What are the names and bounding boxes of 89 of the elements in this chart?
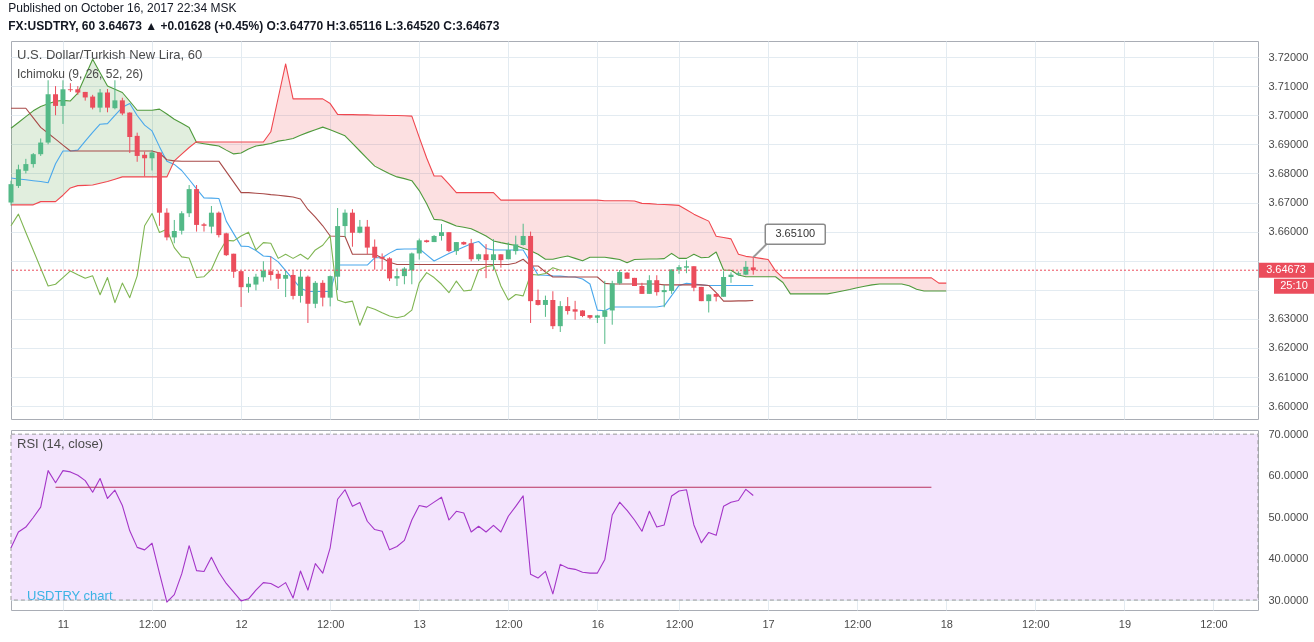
x-tick-label: 13 (413, 617, 426, 630)
y-tick-label: 50.0000 (1268, 510, 1309, 523)
candlestick (216, 211, 222, 238)
chart-title: Published on October 16, 2017 22:34 MSK (8, 1, 237, 15)
x-tick-label: 12:00 (843, 617, 872, 630)
candlestick (572, 300, 578, 321)
candlestick (275, 270, 281, 290)
candlestick (179, 210, 185, 236)
y-tick-label: 30.0000 (1268, 593, 1309, 606)
candlestick (446, 231, 452, 253)
line-series (10, 470, 754, 603)
x-tick-label: 12 (235, 617, 248, 630)
candlestick (327, 275, 333, 307)
candlestick (349, 208, 355, 248)
candlestick (260, 260, 266, 283)
annotation: RSI (14, close) (17, 436, 103, 451)
candlestick (372, 238, 378, 271)
y-tick-label: 3.67000 (1268, 196, 1309, 208)
annotation: 3.65100 (775, 227, 816, 240)
y-tick-label: 3.66000 (1268, 225, 1309, 238)
candlestick (15, 164, 21, 189)
candlestick (283, 270, 289, 298)
candlestick (253, 273, 259, 291)
y-tick-label: 3.61000 (1268, 370, 1309, 383)
y-tick-label: 3.63000 (1268, 312, 1309, 325)
y-tick-label: 3.70000 (1268, 108, 1309, 121)
line-series (10, 213, 561, 326)
candlestick (112, 79, 118, 110)
x-tick-label: 12:00 (1022, 617, 1050, 630)
candlestick (60, 79, 66, 125)
annotation: U.S. Dollar/Turkish New Lira, 60 (17, 47, 203, 62)
y-tick-label: 3.71000 (1268, 79, 1309, 92)
candlestick (104, 88, 110, 113)
candlestick (416, 238, 422, 261)
candlestick (320, 279, 326, 307)
chart-subtitle: FX:USDTRY, 60 3.64673 ▲ +0.01628 (+0.45%) O:3.64770 H:3.65116 L:3.64520 C:3.64673 (8, 19, 500, 33)
y-tick-label: 3.72000 (1268, 50, 1309, 63)
candlestick (498, 253, 504, 269)
candlestick (208, 205, 214, 234)
candlestick (520, 223, 526, 247)
candlestick (535, 289, 541, 307)
candlestick (490, 238, 496, 271)
y-tick-label: 60.0000 (1268, 469, 1309, 482)
candlestick (654, 274, 660, 297)
candlestick (53, 85, 59, 116)
candlestick (468, 238, 474, 262)
candlestick (557, 300, 563, 333)
candlestick (364, 219, 370, 255)
y-tick-label: 3.60000 (1268, 399, 1309, 412)
x-tick-label: 16 (591, 617, 605, 630)
y-tick-label: 70.0000 (1268, 427, 1309, 440)
candlestick (201, 222, 207, 233)
candlestick (97, 88, 103, 113)
x-tick-label: 12:00 (495, 617, 523, 630)
text: 25:10 (1280, 279, 1308, 292)
candlestick (134, 132, 140, 163)
x-tick-label: 12:00 (138, 617, 167, 630)
candlestick (409, 252, 415, 285)
y-tick-label: 3.62000 (1268, 341, 1309, 354)
candlestick (357, 219, 363, 234)
ref-line-label: 3.64673 (1266, 263, 1306, 276)
candlestick (312, 280, 318, 309)
x-tick-label: 18 (940, 617, 953, 630)
candlestick (149, 149, 155, 171)
x-tick-label: 11 (57, 617, 70, 630)
candlestick (513, 235, 519, 256)
x-tick-label: 17 (762, 617, 775, 630)
annotation: Ichimoku (9, 26, 52, 26) (17, 67, 144, 81)
candlestick (297, 268, 303, 304)
candlestick (602, 280, 608, 345)
y-tick-label: 40.0000 (1268, 552, 1309, 565)
candlestick (8, 180, 14, 206)
candlestick (542, 295, 548, 318)
annotation: USDTRY chart (27, 588, 113, 603)
candlestick (706, 293, 712, 313)
y-tick-label: 3.69000 (1268, 137, 1309, 150)
candlestick (342, 208, 348, 238)
x-tick-label: 12:00 (1200, 617, 1228, 630)
x-tick-label: 12:00 (665, 617, 694, 630)
candlestick (661, 284, 667, 308)
candlestick (721, 270, 727, 298)
y-tick-label: 3.68000 (1268, 166, 1309, 179)
candlestick (669, 268, 675, 295)
x-tick-label: 12:00 (316, 617, 345, 630)
candlestick (646, 274, 652, 295)
x-tick-label: 19 (1118, 617, 1132, 630)
candlestick (171, 219, 177, 244)
candlestick (676, 264, 682, 275)
candlestick (713, 293, 719, 302)
